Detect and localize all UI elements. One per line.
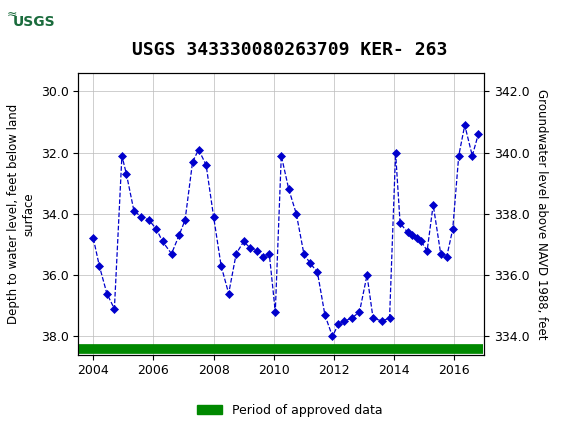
Y-axis label: Groundwater level above NAVD 1988, feet: Groundwater level above NAVD 1988, feet	[535, 89, 548, 339]
Text: ≈: ≈	[7, 8, 17, 21]
Y-axis label: Depth to water level, feet below land
surface: Depth to water level, feet below land su…	[7, 104, 35, 324]
Text: USGS: USGS	[12, 15, 55, 29]
Text: USGS 343330080263709 KER- 263: USGS 343330080263709 KER- 263	[132, 41, 448, 59]
Legend: Period of approved data: Period of approved data	[192, 399, 388, 421]
Bar	[5, 3, 63, 42]
